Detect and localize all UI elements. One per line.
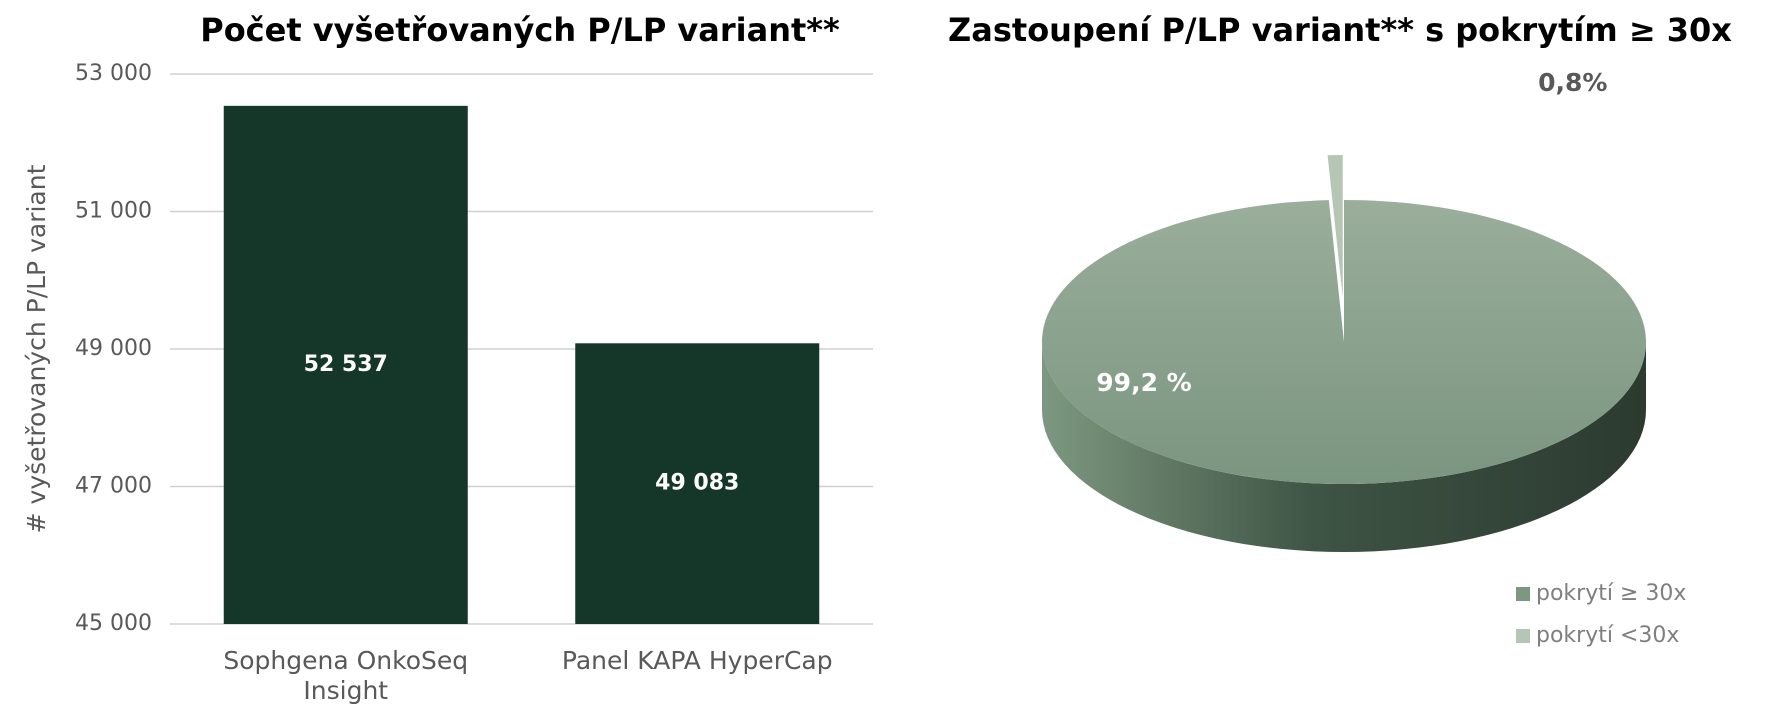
y-tick-label: 47 000 bbox=[75, 474, 152, 499]
y-tick-label: 51 000 bbox=[75, 199, 152, 224]
pie-slice bbox=[1041, 200, 1646, 484]
value-label: 52 537 bbox=[304, 352, 388, 377]
x-tick-label: Sophgena OnkoSeq Insight bbox=[223, 646, 469, 705]
y-axis-label: # vyšetřovaných P/LP variant bbox=[22, 164, 51, 533]
legend-swatch bbox=[1516, 587, 1530, 601]
y-tick-label: 49 000 bbox=[75, 336, 152, 361]
legend-swatch bbox=[1516, 629, 1530, 643]
value-label: 0,8% bbox=[1538, 68, 1607, 97]
legend-label: pokrytí ≥ 30x bbox=[1536, 581, 1686, 606]
bar bbox=[575, 343, 820, 624]
value-label: 99,2 % bbox=[1096, 368, 1191, 397]
y-tick-label: 45 000 bbox=[75, 611, 152, 636]
chart-title: Zastoupení P/LP variant** s pokrytím ≥ 3… bbox=[948, 11, 1732, 49]
pie-slice bbox=[1327, 155, 1343, 298]
chart-title: Počet vyšetřovaných P/LP variant** bbox=[200, 11, 840, 49]
y-tick-label: 53 000 bbox=[75, 61, 152, 86]
bar bbox=[223, 105, 468, 625]
legend-label: pokrytí <30x bbox=[1536, 623, 1679, 648]
x-tick-label: Panel KAPA HyperCap bbox=[561, 646, 833, 675]
pie-slice-side bbox=[1042, 342, 1646, 552]
value-label: 49 083 bbox=[655, 471, 739, 496]
